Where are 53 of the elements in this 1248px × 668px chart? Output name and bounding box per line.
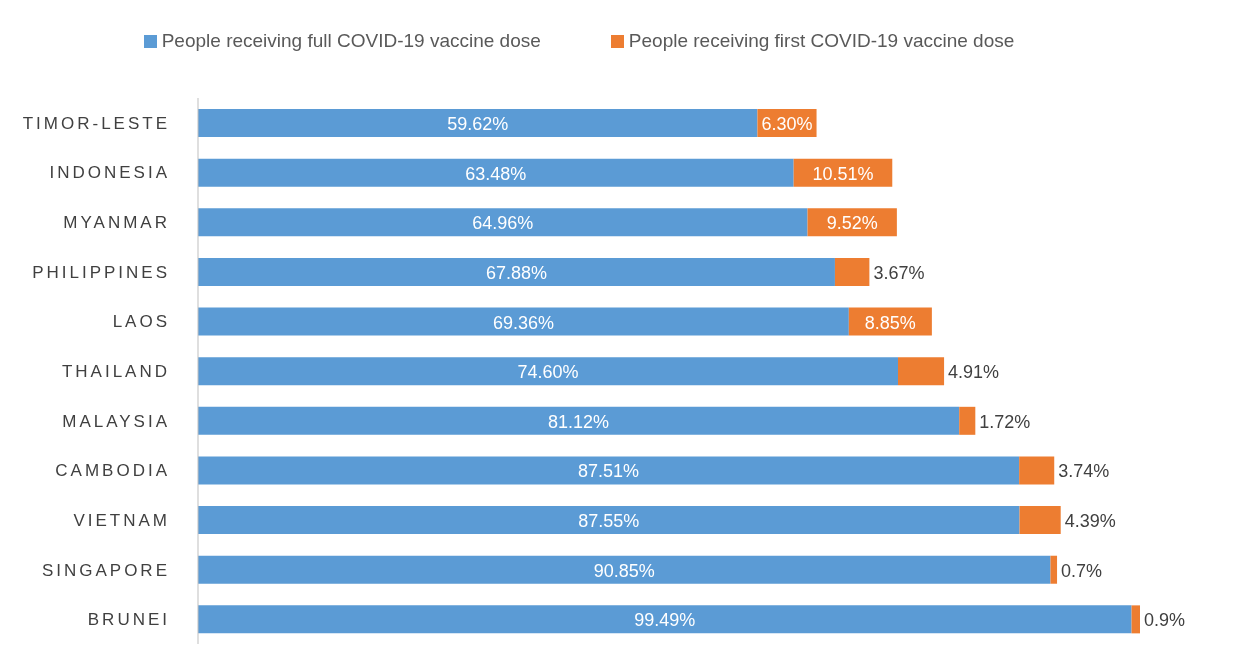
bar — [834, 257, 870, 286]
y-tick-label: LAOS — [112, 312, 170, 332]
data-label: 9.52% — [826, 213, 878, 234]
data-label: 0.9% — [1144, 610, 1186, 631]
bar — [198, 555, 1051, 584]
bar — [198, 307, 849, 336]
bar — [198, 257, 835, 286]
y-tick-label: BRUNEI — [87, 610, 170, 630]
data-label: 4.91% — [948, 362, 1000, 383]
data-label: 1.72% — [979, 411, 1031, 432]
bar — [898, 357, 945, 386]
data-label: 59.62% — [447, 114, 509, 134]
data-label: 87.55% — [578, 511, 640, 532]
legend-label: People receiving full COVID-19 vaccine dose — [160, 30, 541, 52]
legend-label: People receiving first COVID-19 vaccine dose — [627, 30, 1015, 52]
bar — [1131, 605, 1140, 634]
y-tick-label: CAMBODIA — [55, 461, 170, 481]
bar — [1050, 555, 1058, 584]
data-label: 63.48% — [465, 163, 527, 184]
data-label: 8.85% — [864, 312, 916, 333]
data-label: 3.74% — [1058, 461, 1110, 482]
data-label: 69.36% — [492, 312, 554, 333]
data-label: 3.67% — [873, 262, 925, 283]
data-label: 6.30% — [761, 114, 813, 134]
y-tick-label: MYANMAR — [63, 213, 170, 233]
y-tick-label: VIETNAM — [73, 510, 170, 530]
bar — [198, 456, 1020, 485]
bar — [959, 406, 976, 435]
data-label: 87.51% — [578, 461, 640, 482]
y-tick-label: PHILIPPINES — [32, 262, 170, 282]
bar — [198, 357, 898, 386]
y-tick-label: INDONESIA — [49, 163, 170, 183]
data-label: 0.7% — [1061, 560, 1103, 581]
data-label: 99.49% — [634, 610, 696, 631]
bar — [198, 605, 1132, 634]
y-tick-label: MALAYSIA — [62, 411, 170, 431]
y-tick-label: TIMOR-LESTE — [22, 113, 170, 133]
data-label: 64.96% — [472, 213, 534, 234]
bar — [198, 158, 794, 187]
bar — [198, 506, 1020, 535]
data-label: 67.88% — [485, 262, 547, 283]
data-label: 81.12% — [548, 411, 610, 432]
data-label: 90.85% — [593, 560, 655, 581]
data-label: 4.39% — [1064, 511, 1116, 532]
bar — [1019, 506, 1061, 535]
bar — [198, 406, 960, 435]
data-label: 74.60% — [517, 362, 579, 383]
bar — [1019, 456, 1055, 485]
y-tick-label: THAILAND — [61, 362, 170, 381]
data-label: 10.51% — [812, 163, 874, 184]
y-tick-label: SINGAPORE — [41, 560, 170, 580]
bar — [198, 208, 808, 237]
bar — [198, 109, 758, 137]
